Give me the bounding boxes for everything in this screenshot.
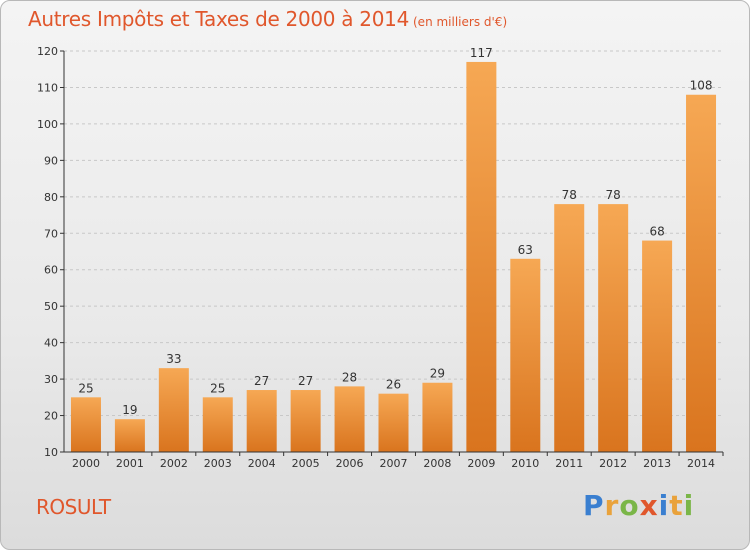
- axes: [60, 50, 724, 456]
- y-tick-label: 50: [44, 300, 58, 313]
- y-tick-label: 100: [37, 118, 58, 131]
- x-tick-label: 2007: [380, 457, 408, 470]
- data-label: 108: [690, 79, 713, 93]
- bar: [686, 94, 717, 452]
- y-tick-label: 40: [44, 337, 58, 350]
- logo-letter: i: [683, 489, 695, 522]
- bar: [290, 390, 321, 452]
- data-label: 27: [254, 374, 269, 388]
- logo-letter: o: [619, 489, 640, 522]
- bar: [378, 393, 409, 452]
- y-tick-label: 60: [44, 264, 58, 277]
- data-label: 63: [518, 243, 533, 257]
- chart-subtitle: (en milliers d'€): [413, 15, 508, 29]
- bar: [510, 258, 541, 452]
- bar: [70, 397, 101, 452]
- data-label: 33: [166, 352, 181, 366]
- x-tick-label: 2011: [555, 457, 583, 470]
- x-tick-label: 2006: [336, 457, 364, 470]
- data-label: 78: [562, 188, 577, 202]
- y-tick-label: 80: [44, 191, 58, 204]
- data-label: 27: [298, 374, 313, 388]
- x-tick-label: 2003: [204, 457, 232, 470]
- x-tick-label: 2014: [687, 457, 715, 470]
- y-tick-label: 30: [44, 373, 58, 386]
- bar: [598, 204, 629, 452]
- x-tick-label: 2005: [292, 457, 320, 470]
- logo-letter: P: [583, 489, 605, 522]
- x-tick-label: 2008: [423, 457, 451, 470]
- y-tick-label: 20: [44, 410, 58, 423]
- y-tick-label: 90: [44, 154, 58, 167]
- x-tick-label: 2004: [248, 457, 276, 470]
- data-label: 28: [342, 370, 357, 384]
- bar: [246, 390, 277, 452]
- x-tick-label: 2000: [72, 457, 100, 470]
- data-label: 78: [606, 188, 621, 202]
- proxiti-logo: Proxiti: [583, 489, 694, 522]
- logo-letter: x: [639, 489, 659, 522]
- bar: [334, 386, 365, 452]
- bar: [422, 382, 453, 452]
- commune-name: ROSULT: [36, 495, 111, 519]
- data-label: 29: [430, 367, 445, 381]
- bar: [554, 204, 585, 452]
- logo-letter: t: [669, 489, 684, 522]
- chart-title: Autres Impôts et Taxes de 2000 à 2014 (en…: [28, 7, 507, 31]
- data-label: 26: [386, 378, 401, 392]
- logo-letter: i: [658, 489, 670, 522]
- y-tick-label: 10: [44, 446, 58, 459]
- bar: [466, 61, 497, 452]
- bar: [114, 419, 145, 452]
- data-label: 25: [78, 381, 93, 395]
- chart-title-text: Autres Impôts et Taxes de 2000 à 2014: [28, 7, 409, 31]
- data-label: 25: [210, 381, 225, 395]
- x-tick-label: 2009: [467, 457, 495, 470]
- x-tick-label: 2002: [160, 457, 188, 470]
- labels: 10 20 30 40 50 60 70 80 90 100 110 120 25 2000 19 2001 3…: [37, 45, 715, 470]
- x-tick-label: 2012: [599, 457, 627, 470]
- y-tick-label: 120: [37, 45, 58, 58]
- bars: [70, 61, 717, 452]
- y-tick-label: 110: [37, 81, 58, 94]
- bar: [202, 397, 233, 452]
- data-label: 19: [122, 403, 137, 417]
- logo-letter: r: [604, 489, 620, 522]
- bar: [158, 368, 189, 452]
- y-tick-label: 70: [44, 227, 58, 240]
- data-label: 117: [470, 46, 493, 60]
- x-tick-label: 2010: [511, 457, 539, 470]
- x-tick-label: 2013: [643, 457, 671, 470]
- data-label: 68: [649, 225, 664, 239]
- x-tick-label: 2001: [116, 457, 144, 470]
- bar: [642, 240, 673, 452]
